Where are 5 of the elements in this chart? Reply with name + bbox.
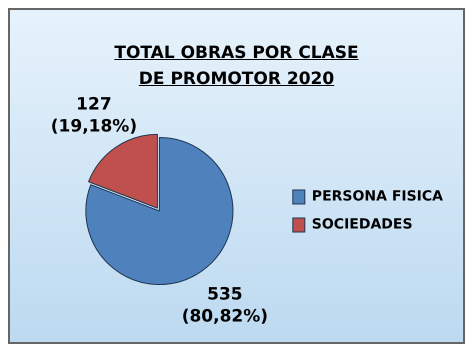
data-label: 535 (80,82%): [182, 284, 268, 327]
legend-label: PERSONA FISICA: [312, 188, 444, 205]
data-label: 127 (19,18%): [50, 94, 138, 136]
legend-label: SOCIEDADES: [312, 216, 413, 233]
chart-title: TOTAL OBRAS POR CLASE DE PROMOTOR 2020: [113, 42, 360, 91]
